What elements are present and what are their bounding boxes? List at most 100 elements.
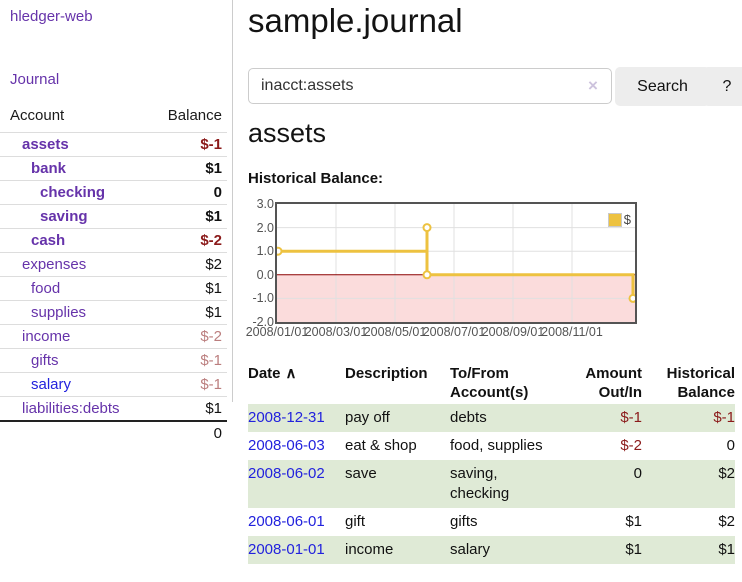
accounts-header-row: Account Balance xyxy=(0,103,227,133)
transaction-description: income xyxy=(345,536,450,564)
historical-balance-chart: 3.0 2.0 1.0 0.0 -1.0 -2.0 xyxy=(246,197,688,345)
account-link-income[interactable]: income xyxy=(22,328,71,345)
chart-plot-area: $ xyxy=(273,202,638,324)
account-row: food $1 xyxy=(0,276,227,301)
accounts-table: Account Balance assets $-1 bank $1 check… xyxy=(0,103,227,445)
register-row: 2008-01-01 income salary $1 $1 xyxy=(248,536,735,564)
chart-legend: $ xyxy=(607,212,631,227)
search-input[interactable] xyxy=(248,68,612,104)
transaction-balance: $-1 xyxy=(650,404,735,432)
y-tick-label: 1.0 xyxy=(256,244,274,258)
account-row: expenses $2 xyxy=(0,252,227,277)
account-link-assets[interactable]: assets xyxy=(22,136,69,153)
y-tick-label: 2.0 xyxy=(256,221,274,235)
account-balance: $-2 xyxy=(145,324,227,349)
account-row: income $-2 xyxy=(0,324,227,349)
account-row: supplies $1 xyxy=(0,300,227,325)
y-tick-label: -1.0 xyxy=(252,291,274,305)
y-tick-label: 0.0 xyxy=(256,268,274,282)
account-balance: $1 xyxy=(145,300,227,325)
transaction-amount: $1 xyxy=(625,513,642,530)
brand-link[interactable]: hledger-web xyxy=(10,8,93,25)
accounts-total-row: 0 xyxy=(0,420,227,445)
transaction-balance: $1 xyxy=(650,536,735,564)
accounts-col-account: Account xyxy=(10,107,65,124)
register-col-amount: Amount Out/In xyxy=(585,365,642,401)
account-row: assets $-1 xyxy=(0,132,227,157)
account-balance: $1 xyxy=(145,276,227,301)
transaction-description: gift xyxy=(345,513,366,530)
account-link-food[interactable]: food xyxy=(31,280,61,297)
page-title: sample.journal xyxy=(248,2,463,39)
accounts-total-balance: 0 xyxy=(145,420,227,445)
register-row: 2008-06-01 gift gifts $1 $2 xyxy=(248,508,735,536)
y-tick-label: 3.0 xyxy=(256,197,274,211)
accounts-col-balance: Balance xyxy=(167,107,222,124)
account-link-liabilities-debts[interactable]: liabilities:debts xyxy=(22,400,120,417)
transaction-description: pay off xyxy=(345,404,450,432)
transaction-accounts: debts xyxy=(450,404,562,432)
account-balance: $-1 xyxy=(145,372,227,397)
help-button[interactable]: ? xyxy=(703,67,742,106)
transaction-date-link[interactable]: 2008-12-31 xyxy=(248,409,325,426)
transaction-date-link[interactable]: 2008-01-01 xyxy=(248,541,325,558)
register-col-balance: Historical Balance xyxy=(666,365,735,401)
legend-swatch-icon xyxy=(607,212,622,227)
account-link-expenses[interactable]: expenses xyxy=(22,256,87,273)
transaction-date-link[interactable]: 2008-06-01 xyxy=(248,513,325,530)
transaction-description: eat & shop xyxy=(345,437,417,454)
transaction-date-link[interactable]: 2008-06-02 xyxy=(248,465,325,482)
account-balance: $1 xyxy=(145,204,227,229)
transaction-description: save xyxy=(345,460,450,508)
date-header-label: Date xyxy=(248,365,281,382)
register-header-row: Date ∧ Description To/From Account(s) Amo… xyxy=(248,362,735,404)
transaction-amount: $-2 xyxy=(620,437,642,454)
x-tick-label: 2008/03/01 xyxy=(304,325,368,339)
account-row: saving $1 xyxy=(0,204,227,229)
account-balance: $1 xyxy=(145,396,227,421)
account-link-checking[interactable]: checking xyxy=(40,184,106,201)
sort-ascending-icon: ∧ xyxy=(285,365,297,382)
x-tick-label: 2008/09/01 xyxy=(481,325,545,339)
account-link-saving[interactable]: saving xyxy=(40,208,88,225)
account-row: gifts $-1 xyxy=(0,348,227,373)
account-row: checking 0 xyxy=(0,180,227,205)
transaction-balance: 0 xyxy=(726,437,735,454)
register-col-description: Description xyxy=(345,365,428,382)
balance-step-line xyxy=(278,227,635,299)
register-col-accounts: To/From Account(s) xyxy=(450,365,529,401)
transaction-amount: 0 xyxy=(562,460,650,508)
x-tick-label: 2008/05/01 xyxy=(363,325,427,339)
transaction-accounts: food, supplies xyxy=(450,437,543,454)
account-heading: assets xyxy=(248,118,327,148)
account-row: liabilities:debts $1 xyxy=(0,396,227,421)
account-row: salary $-1 xyxy=(0,372,227,397)
grid-lines xyxy=(277,204,635,322)
transaction-date-link[interactable]: 2008-06-03 xyxy=(248,437,325,454)
chart-title: Historical Balance: xyxy=(248,170,384,187)
account-row: cash $-2 xyxy=(0,228,227,253)
sidebar-divider xyxy=(232,0,233,402)
search-button[interactable]: Search xyxy=(615,67,710,106)
transaction-accounts: saving, checking xyxy=(450,460,562,508)
transaction-amount: $1 xyxy=(562,536,650,564)
clear-search-icon[interactable]: × xyxy=(588,76,598,95)
register-table: Date ∧ Description To/From Account(s) Amo… xyxy=(248,362,735,564)
register-row: 2008-12-31 pay off debts $-1 $-1 xyxy=(248,404,735,432)
account-balance: 0 xyxy=(145,180,227,205)
account-link-gifts[interactable]: gifts xyxy=(31,352,59,369)
y-tick-label: -2.0 xyxy=(252,315,274,329)
transaction-accounts: salary xyxy=(450,536,562,564)
account-link-cash[interactable]: cash xyxy=(31,232,66,249)
account-link-salary[interactable]: salary xyxy=(31,376,72,393)
account-link-supplies[interactable]: supplies xyxy=(31,304,87,321)
transaction-balance: $2 xyxy=(650,460,735,508)
register-row: 2008-06-02 save saving, checking 0 $2 xyxy=(248,460,735,508)
transaction-accounts: gifts xyxy=(450,513,478,530)
register-col-date[interactable]: Date ∧ xyxy=(248,362,345,404)
account-balance: $-2 xyxy=(145,228,227,253)
x-tick-label: 2008/07/01 xyxy=(422,325,486,339)
account-link-bank[interactable]: bank xyxy=(31,160,67,177)
sidebar-item-journal[interactable]: Journal xyxy=(10,71,60,88)
